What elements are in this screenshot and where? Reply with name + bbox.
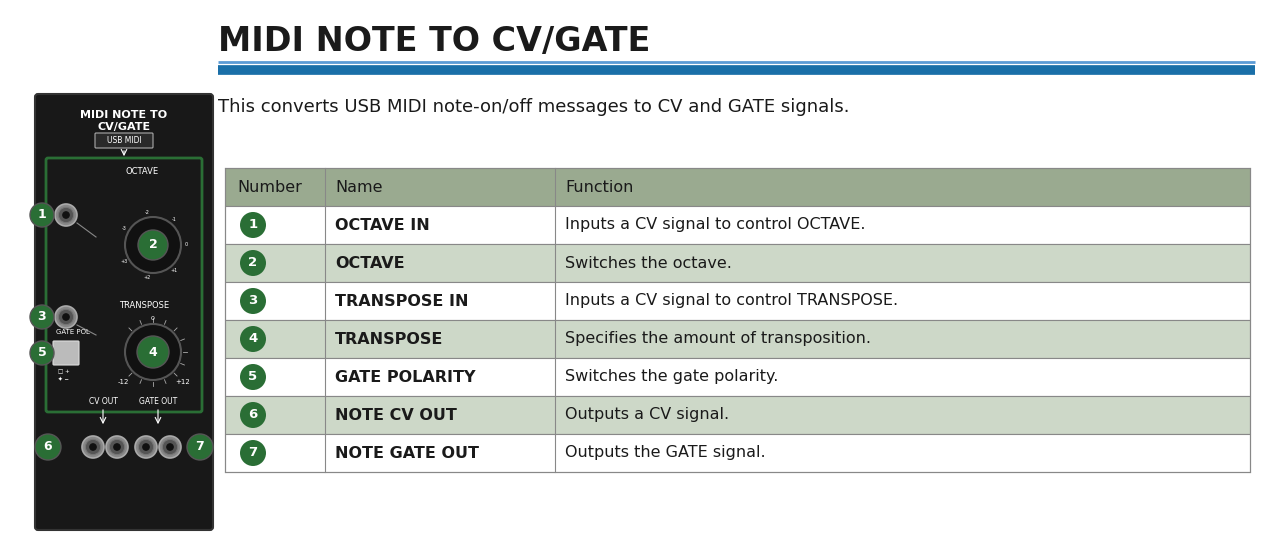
Text: 6: 6 xyxy=(44,441,52,454)
Circle shape xyxy=(163,440,178,455)
Circle shape xyxy=(137,336,169,368)
Circle shape xyxy=(125,324,180,380)
Circle shape xyxy=(125,217,180,273)
Bar xyxy=(225,358,1251,396)
Text: +1: +1 xyxy=(170,268,178,273)
Circle shape xyxy=(241,402,266,428)
Circle shape xyxy=(82,436,104,458)
Circle shape xyxy=(142,443,150,451)
Bar xyxy=(225,206,1251,244)
Text: +3: +3 xyxy=(120,259,128,264)
Circle shape xyxy=(86,440,101,455)
Text: CV/GATE: CV/GATE xyxy=(97,122,151,132)
Circle shape xyxy=(59,207,74,223)
Text: Function: Function xyxy=(564,179,634,195)
Text: MIDI NOTE TO: MIDI NOTE TO xyxy=(81,110,168,120)
Bar xyxy=(225,434,1251,472)
Text: 1: 1 xyxy=(37,209,46,222)
Text: Specifies the amount of transposition.: Specifies the amount of transposition. xyxy=(564,332,870,346)
Circle shape xyxy=(63,313,70,321)
Text: Switches the gate polarity.: Switches the gate polarity. xyxy=(564,370,778,384)
Text: GATE POL: GATE POL xyxy=(56,329,90,335)
Text: Inputs a CV signal to control OCTAVE.: Inputs a CV signal to control OCTAVE. xyxy=(564,217,865,233)
Circle shape xyxy=(134,436,157,458)
Text: CV OUT: CV OUT xyxy=(88,397,118,406)
Text: 7: 7 xyxy=(248,447,257,460)
Text: 4: 4 xyxy=(148,345,157,358)
Text: Outputs the GATE signal.: Outputs the GATE signal. xyxy=(564,446,765,461)
Text: 3: 3 xyxy=(37,311,46,324)
Text: 0: 0 xyxy=(184,242,188,248)
Text: +12: +12 xyxy=(175,379,191,385)
Text: MIDI NOTE TO CV/GATE: MIDI NOTE TO CV/GATE xyxy=(218,25,650,59)
Circle shape xyxy=(35,434,61,460)
FancyBboxPatch shape xyxy=(95,133,154,148)
Text: -12: -12 xyxy=(118,379,129,385)
Text: OCTAVE IN: OCTAVE IN xyxy=(335,217,430,233)
Text: Inputs a CV signal to control TRANSPOSE.: Inputs a CV signal to control TRANSPOSE. xyxy=(564,294,899,308)
Circle shape xyxy=(241,440,266,466)
Circle shape xyxy=(63,211,70,219)
Circle shape xyxy=(59,309,74,325)
Circle shape xyxy=(187,434,212,460)
Text: Number: Number xyxy=(237,179,302,195)
Text: 3: 3 xyxy=(248,294,257,307)
Circle shape xyxy=(241,364,266,390)
Bar xyxy=(225,396,1251,434)
Text: 4: 4 xyxy=(248,332,257,345)
Bar xyxy=(225,320,1251,358)
Text: 1: 1 xyxy=(248,218,257,231)
Circle shape xyxy=(29,305,54,329)
Bar xyxy=(225,282,1251,320)
Circle shape xyxy=(55,204,77,226)
Text: 7: 7 xyxy=(196,441,205,454)
Text: +2: +2 xyxy=(143,275,151,280)
Circle shape xyxy=(106,436,128,458)
Text: 5: 5 xyxy=(37,346,46,359)
Text: -1: -1 xyxy=(172,217,177,222)
Text: ✦ −: ✦ − xyxy=(58,377,69,382)
Text: 0: 0 xyxy=(151,315,155,320)
Text: NOTE GATE OUT: NOTE GATE OUT xyxy=(335,446,479,461)
Text: -3: -3 xyxy=(122,226,127,231)
Text: OCTAVE: OCTAVE xyxy=(125,166,159,176)
Text: 6: 6 xyxy=(248,409,257,422)
Circle shape xyxy=(166,443,174,451)
Text: TRANSPOSE IN: TRANSPOSE IN xyxy=(335,294,468,308)
Text: GATE POLARITY: GATE POLARITY xyxy=(335,370,475,384)
Text: -2: -2 xyxy=(145,210,150,215)
Circle shape xyxy=(113,443,120,451)
Text: TRANSPOSE: TRANSPOSE xyxy=(335,332,443,346)
Circle shape xyxy=(241,250,266,276)
Text: 2: 2 xyxy=(248,256,257,269)
Circle shape xyxy=(241,212,266,238)
Bar xyxy=(225,168,1251,206)
Circle shape xyxy=(90,443,97,451)
Circle shape xyxy=(29,203,54,227)
Circle shape xyxy=(29,341,54,365)
Text: 2: 2 xyxy=(148,238,157,251)
Bar xyxy=(225,244,1251,282)
Text: This converts USB MIDI note-on/off messages to CV and GATE signals.: This converts USB MIDI note-on/off messa… xyxy=(218,98,850,116)
Text: GATE OUT: GATE OUT xyxy=(138,397,177,406)
Text: Switches the octave.: Switches the octave. xyxy=(564,255,732,270)
Text: USB MIDI: USB MIDI xyxy=(106,136,141,145)
Text: TRANSPOSE: TRANSPOSE xyxy=(119,300,169,309)
Text: Name: Name xyxy=(335,179,383,195)
Circle shape xyxy=(159,436,180,458)
FancyBboxPatch shape xyxy=(52,341,79,365)
Text: □ +: □ + xyxy=(58,370,69,375)
Circle shape xyxy=(241,288,266,314)
Circle shape xyxy=(109,440,124,455)
Circle shape xyxy=(138,440,154,455)
FancyBboxPatch shape xyxy=(35,94,212,530)
Circle shape xyxy=(241,326,266,352)
Text: NOTE CV OUT: NOTE CV OUT xyxy=(335,408,457,423)
Text: Outputs a CV signal.: Outputs a CV signal. xyxy=(564,408,730,423)
Circle shape xyxy=(55,306,77,328)
Text: OCTAVE: OCTAVE xyxy=(335,255,404,270)
Circle shape xyxy=(138,230,168,260)
Text: 5: 5 xyxy=(248,371,257,384)
